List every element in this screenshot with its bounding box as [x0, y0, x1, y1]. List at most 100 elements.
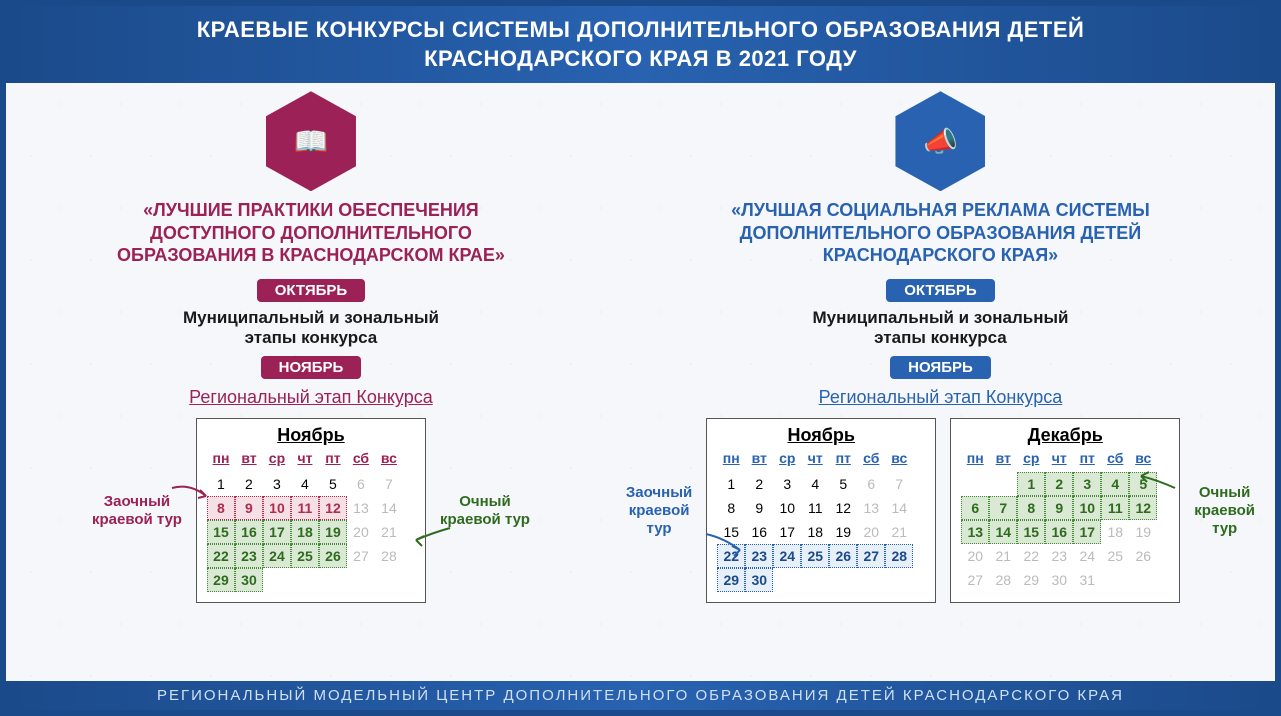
cal-day	[989, 472, 1017, 496]
book-icon: 📖	[294, 125, 329, 158]
zaoch-label-left: Заочный краевой тур	[92, 493, 182, 529]
cal-day: 13	[961, 520, 989, 544]
cal-day: 13	[347, 496, 375, 520]
cal-dow: ср	[263, 448, 291, 472]
cal-day: 5	[319, 472, 347, 496]
cal-day: 17	[773, 520, 801, 544]
cal-day	[961, 472, 989, 496]
cal-day: 1	[207, 472, 235, 496]
cal-day: 16	[235, 520, 263, 544]
title-line: КРАСНОДАРСКОГО КРАЯ»	[731, 244, 1150, 267]
och-label-right: Очный краевой тур	[1194, 484, 1255, 538]
cal-day: 2	[745, 472, 773, 496]
cal-dow: сб	[1101, 448, 1129, 472]
cal-day: 19	[1129, 520, 1157, 544]
cal-day: 20	[347, 520, 375, 544]
cal-day: 26	[829, 544, 857, 568]
regional-stage-link: Региональный этап Конкурса	[819, 387, 1063, 408]
och-label-left: Очный краевой тур	[440, 493, 530, 529]
cal-day: 28	[885, 544, 913, 568]
cal-day	[773, 568, 801, 592]
november-pill: НОЯБРЬ	[261, 356, 362, 379]
cal-day: 25	[801, 544, 829, 568]
cal-day	[375, 568, 403, 592]
cal-day: 23	[235, 544, 263, 568]
cal-day: 3	[773, 472, 801, 496]
page-footer: РЕГИОНАЛЬНЫЙ МОДЕЛЬНЫЙ ЦЕНТР ДОПОЛНИТЕЛЬ…	[6, 681, 1275, 710]
cal-day: 15	[717, 520, 745, 544]
cal-day: 6	[347, 472, 375, 496]
megaphone-icon: 📣	[923, 125, 958, 158]
cal-day: 12	[319, 496, 347, 520]
cal-day: 8	[717, 496, 745, 520]
cal-dow: чт	[1045, 448, 1073, 472]
cal-day: 28	[989, 568, 1017, 592]
cal-day: 23	[745, 544, 773, 568]
cal-day: 30	[1045, 568, 1073, 592]
left-calendar-row: Заочный краевой тур Ноябрь пнвтсрчтптсбв…	[92, 418, 530, 603]
cal-dow: пт	[829, 448, 857, 472]
cal-dow: вс	[375, 448, 403, 472]
cal-day: 25	[291, 544, 319, 568]
cal-day	[319, 568, 347, 592]
cal-day: 27	[347, 544, 375, 568]
cal-day: 11	[801, 496, 829, 520]
cal-day	[801, 568, 829, 592]
title-line: ДОПОЛНИТЕЛЬНОГО ОБРАЗОВАНИЯ ДЕТЕЙ	[731, 222, 1150, 245]
cal-day: 12	[1129, 496, 1157, 520]
november-pill: НОЯБРЬ	[890, 356, 991, 379]
cal-title: Ноябрь	[207, 425, 415, 446]
header-line1: КРАЕВЫЕ КОНКУРСЫ СИСТЕМЫ ДОПОЛНИТЕЛЬНОГО…	[46, 16, 1235, 45]
left-november-calendar: Ноябрь пнвтсрчтптсбвс1234567891011121314…	[196, 418, 426, 603]
cal-day: 25	[1101, 544, 1129, 568]
cal-day: 29	[207, 568, 235, 592]
cal-day: 3	[263, 472, 291, 496]
cal-day: 20	[857, 520, 885, 544]
cal-day	[347, 568, 375, 592]
cal-day: 1	[717, 472, 745, 496]
cal-day: 26	[319, 544, 347, 568]
cal-day	[857, 568, 885, 592]
title-line: ОБРАЗОВАНИЯ В КРАСНОДАРСКОМ КРАЕ»	[117, 244, 505, 267]
cal-grid: пнвтсрчтптсбвс12345678910111213141516171…	[207, 448, 415, 592]
cal-day: 6	[857, 472, 885, 496]
cal-dow: пн	[207, 448, 235, 472]
cal-day: 16	[1045, 520, 1073, 544]
cal-day: 24	[773, 544, 801, 568]
cal-day: 21	[375, 520, 403, 544]
cal-dow: пн	[961, 448, 989, 472]
cal-dow: сб	[347, 448, 375, 472]
cal-day: 3	[1073, 472, 1101, 496]
cal-day	[1129, 568, 1157, 592]
cal-day	[829, 568, 857, 592]
cal-day: 9	[235, 496, 263, 520]
cal-day: 14	[885, 496, 913, 520]
cal-dow: чт	[801, 448, 829, 472]
cal-day: 1	[1017, 472, 1045, 496]
cal-day: 11	[291, 496, 319, 520]
cal-day: 29	[717, 568, 745, 592]
october-pill: ОКТЯБРЬ	[257, 279, 366, 302]
cal-dow: чт	[291, 448, 319, 472]
cal-day: 4	[1101, 472, 1129, 496]
cal-day: 16	[745, 520, 773, 544]
cal-day: 9	[1045, 496, 1073, 520]
cal-day: 4	[801, 472, 829, 496]
cal-day: 26	[1129, 544, 1157, 568]
cal-day: 18	[1101, 520, 1129, 544]
cal-day	[885, 568, 913, 592]
cal-day: 12	[829, 496, 857, 520]
cal-day: 10	[773, 496, 801, 520]
label-text: Очный краевой тур	[440, 493, 530, 528]
cal-day: 24	[263, 544, 291, 568]
right-contest-title: «ЛУЧШАЯ СОЦИАЛЬНАЯ РЕКЛАМА СИСТЕМЫ ДОПОЛ…	[731, 199, 1150, 267]
cal-grid: пнвтсрчтптсбвс12345678910111213141516171…	[961, 448, 1169, 592]
cal-day: 22	[207, 544, 235, 568]
right-calendar-row: Заочный краевой тур Ноябрь пнвтсрчтптсбв…	[626, 418, 1255, 603]
cal-day: 2	[235, 472, 263, 496]
cal-day: 9	[745, 496, 773, 520]
cal-dow: сб	[857, 448, 885, 472]
cal-day: 20	[961, 544, 989, 568]
cal-day: 21	[885, 520, 913, 544]
left-column: 📖 «ЛУЧШИЕ ПРАКТИКИ ОБЕСПЕЧЕНИЯ ДОСТУПНОГ…	[26, 91, 596, 617]
